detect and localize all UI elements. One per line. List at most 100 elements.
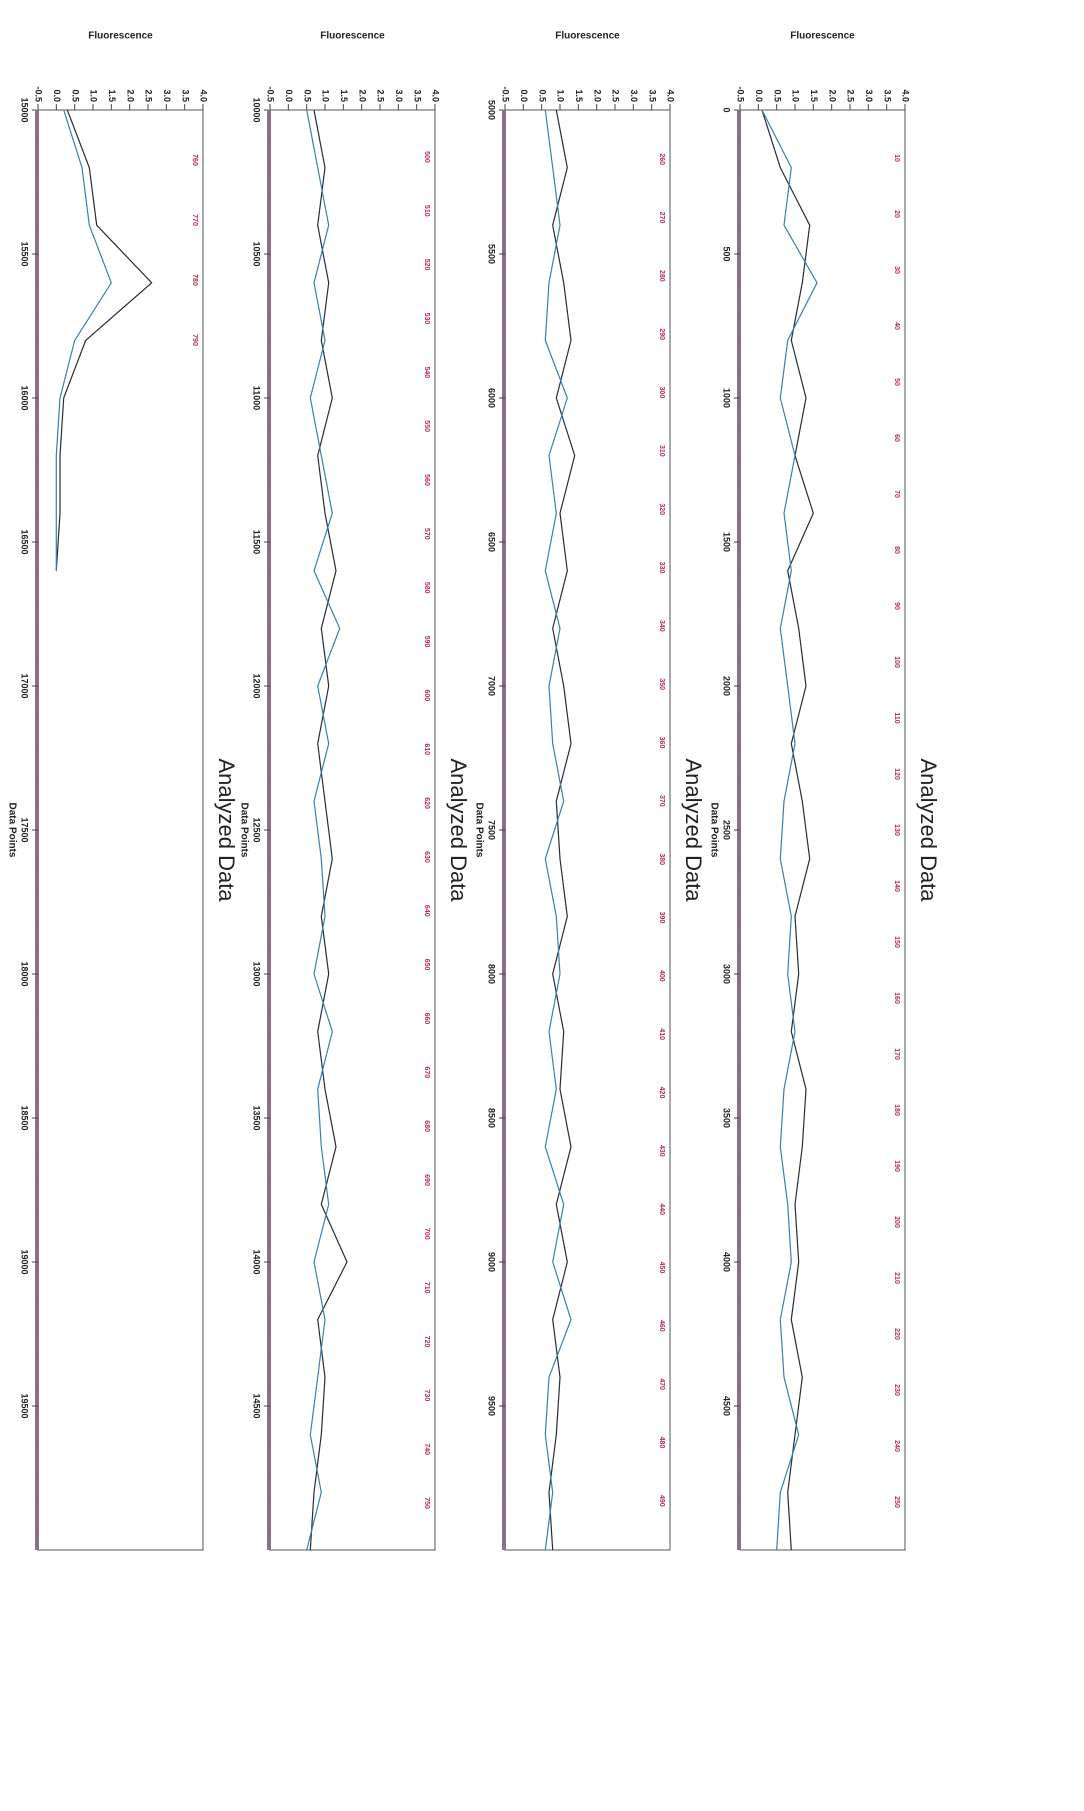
x-tick-label: 17500 <box>20 817 30 842</box>
chart-title: Analyzed Data <box>681 758 706 902</box>
base-number: 710 <box>423 1282 430 1294</box>
base-number: 250 <box>893 1496 900 1508</box>
base-number: 620 <box>423 797 430 809</box>
base-number: 680 <box>423 1120 430 1132</box>
y-tick-label: -0.5 <box>266 86 276 102</box>
base-number: 60 <box>893 434 900 442</box>
base-number: 230 <box>893 1384 900 1396</box>
x-tick-label: 15500 <box>20 241 30 266</box>
base-number: 350 <box>658 678 665 690</box>
x-tick-label: 18500 <box>20 1105 30 1130</box>
x-tick-label: 0 <box>722 107 732 112</box>
base-number: 590 <box>423 636 430 648</box>
y-tick-label: 3.0 <box>162 89 172 102</box>
x-tick-label: 10500 <box>252 241 262 266</box>
base-number: 650 <box>423 959 430 971</box>
y-axis-label: Fluorescence <box>790 31 855 42</box>
x-tick-label: 11000 <box>252 386 262 411</box>
y-tick-label: 1.5 <box>574 89 584 102</box>
base-number: 720 <box>423 1336 430 1348</box>
base-number: 510 <box>423 205 430 217</box>
base-number: 20 <box>893 210 900 218</box>
y-tick-label: 3.5 <box>412 89 422 102</box>
base-number: 200 <box>893 1216 900 1228</box>
base-number: 390 <box>658 912 665 924</box>
base-number: 490 <box>658 1495 665 1507</box>
x-tick-label: 9000 <box>487 1252 497 1272</box>
base-number: 420 <box>658 1087 665 1099</box>
base-number: 540 <box>423 366 430 378</box>
chart: Fluorescence -0.5 0.0 0.5 1.0 1.5 2.0 2.5 3.0 3.5… <box>0 0 1084 1811</box>
y-tick-label: 0.0 <box>284 89 294 102</box>
y-tick-label: 3.0 <box>864 89 874 102</box>
base-number: 90 <box>893 602 900 610</box>
x-tick-label: 1500 <box>722 532 732 552</box>
y-axis-label: Fluorescence <box>555 31 620 42</box>
trace <box>549 110 575 1550</box>
base-number: 690 <box>423 1174 430 1186</box>
x-tick-label: 6500 <box>487 532 497 552</box>
x-tick-label: 15000 <box>20 97 30 122</box>
y-tick-label: 0.5 <box>537 89 547 102</box>
y-tick-label: 2.0 <box>827 89 837 102</box>
x-tick-label: 3500 <box>722 1108 732 1128</box>
base-number: 340 <box>658 620 665 632</box>
base-number: 580 <box>423 582 430 594</box>
base-number: 450 <box>658 1262 665 1274</box>
base-number: 520 <box>423 259 430 271</box>
chart-title: Analyzed Data <box>214 758 239 902</box>
base-number: 140 <box>893 880 900 892</box>
base-number: 290 <box>658 328 665 340</box>
base-number: 550 <box>423 420 430 432</box>
base-number: 570 <box>423 528 430 540</box>
y-tick-label: 1.0 <box>89 89 99 102</box>
y-tick-label: 3.0 <box>629 89 639 102</box>
base-number: 600 <box>423 690 430 702</box>
base-number: 130 <box>893 824 900 836</box>
y-tick-label: 3.5 <box>647 89 657 102</box>
x-tick-label: 5000 <box>487 100 497 120</box>
plot-frame <box>740 110 905 1550</box>
x-tick-label: 2500 <box>722 820 732 840</box>
base-number: 630 <box>423 851 430 863</box>
chart-title: Analyzed Data <box>446 758 471 902</box>
base-number: 360 <box>658 737 665 749</box>
x-tick-label: 1000 <box>722 388 732 408</box>
plot-frame <box>270 110 435 1550</box>
base-number: 750 <box>423 1497 430 1509</box>
x-tick-label: 9500 <box>487 1396 497 1416</box>
y-tick-label: 2.0 <box>125 89 135 102</box>
base-number: 500 <box>423 151 430 163</box>
x-tick-label: 16000 <box>20 385 30 410</box>
base-number: 210 <box>893 1272 900 1284</box>
y-tick-label: 0.0 <box>519 89 529 102</box>
base-number: 770 <box>191 214 198 226</box>
x-tick-label: 12500 <box>252 817 262 842</box>
base-number: 330 <box>658 562 665 574</box>
base-number: 780 <box>191 274 198 286</box>
x-axis-label: Data Points <box>473 802 484 857</box>
y-tick-label: 2.5 <box>376 89 386 102</box>
y-tick-label: 0.0 <box>754 89 764 102</box>
base-number: 560 <box>423 474 430 486</box>
base-number: 440 <box>658 1203 665 1215</box>
y-tick-label: 2.0 <box>592 89 602 102</box>
x-tick-label: 8500 <box>487 1108 497 1128</box>
base-number: 320 <box>658 503 665 515</box>
base-number: 700 <box>423 1228 430 1240</box>
y-tick-label: 4.0 <box>199 89 209 102</box>
base-number: 470 <box>658 1378 665 1390</box>
y-tick-label: 0.0 <box>52 89 62 102</box>
base-number: 190 <box>893 1160 900 1172</box>
x-tick-label: 7000 <box>487 676 497 696</box>
base-number: 790 <box>191 334 198 346</box>
y-axis-label: Fluorescence <box>320 31 385 42</box>
base-number: 310 <box>658 445 665 457</box>
base-number: 170 <box>893 1048 900 1060</box>
x-tick-label: 10000 <box>252 97 262 122</box>
y-tick-label: 4.0 <box>666 89 676 102</box>
trace <box>762 110 813 1550</box>
base-number: 160 <box>893 992 900 1004</box>
x-tick-label: 13500 <box>252 1105 262 1130</box>
